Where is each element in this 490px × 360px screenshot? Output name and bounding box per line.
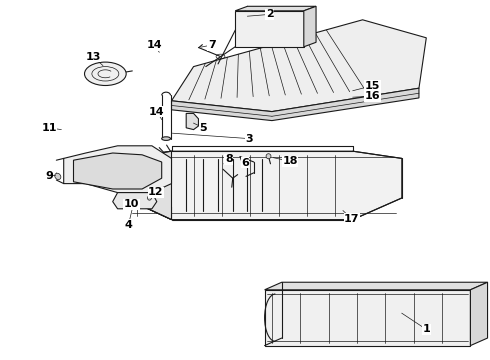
- Text: 1: 1: [422, 324, 430, 334]
- Polygon shape: [172, 20, 426, 112]
- Text: 2: 2: [266, 9, 273, 19]
- Ellipse shape: [266, 154, 271, 159]
- Text: 16: 16: [365, 91, 380, 101]
- Text: 4: 4: [124, 220, 132, 230]
- Text: 8: 8: [225, 154, 233, 164]
- Text: 3: 3: [245, 134, 253, 144]
- Ellipse shape: [129, 203, 133, 207]
- Polygon shape: [235, 11, 304, 47]
- Ellipse shape: [84, 62, 126, 85]
- Text: 6: 6: [241, 158, 249, 168]
- Ellipse shape: [147, 196, 151, 200]
- Polygon shape: [125, 151, 172, 220]
- Text: 18: 18: [282, 156, 298, 166]
- Polygon shape: [470, 282, 488, 346]
- Text: 13: 13: [85, 52, 101, 62]
- Text: 10: 10: [123, 199, 139, 210]
- Text: 11: 11: [41, 123, 57, 133]
- Polygon shape: [265, 282, 488, 290]
- Text: 15: 15: [365, 81, 380, 91]
- Text: 12: 12: [148, 187, 164, 197]
- Polygon shape: [186, 113, 198, 130]
- Polygon shape: [113, 193, 157, 209]
- Polygon shape: [125, 151, 402, 220]
- Polygon shape: [304, 6, 316, 47]
- Polygon shape: [74, 153, 162, 189]
- Polygon shape: [64, 146, 172, 193]
- Text: 14: 14: [149, 107, 165, 117]
- Text: 7: 7: [208, 40, 216, 50]
- Text: 9: 9: [45, 171, 53, 181]
- Text: 14: 14: [147, 40, 162, 50]
- Polygon shape: [265, 290, 470, 346]
- Polygon shape: [235, 6, 316, 11]
- Ellipse shape: [55, 173, 61, 180]
- Text: 17: 17: [344, 214, 360, 224]
- Ellipse shape: [162, 137, 171, 140]
- Polygon shape: [125, 187, 172, 220]
- Text: 5: 5: [199, 123, 207, 133]
- Polygon shape: [172, 88, 419, 121]
